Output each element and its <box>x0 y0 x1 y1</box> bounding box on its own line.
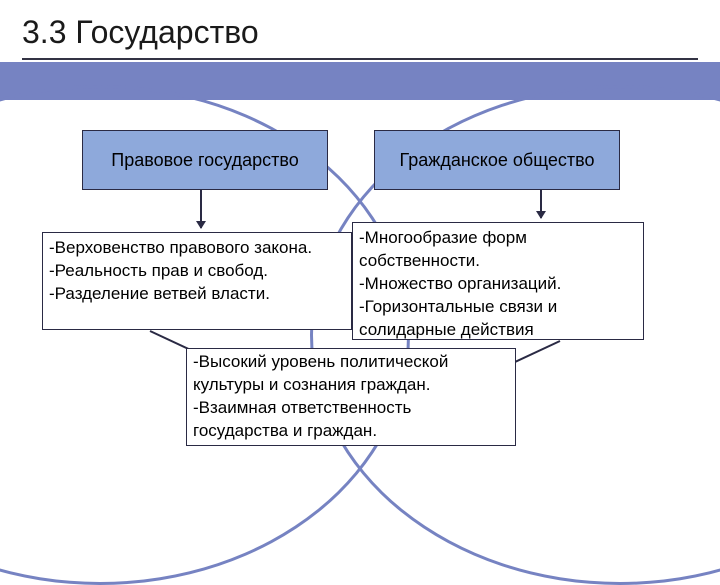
header-underline <box>22 58 698 60</box>
box-rule-of-law-state: Правовое государство <box>82 130 328 190</box>
left-line-1: -Верховенство правового закона. <box>49 237 345 260</box>
right-line-4: -Горизонтальные связи и <box>359 296 637 319</box>
slide-title: 3.3 Государство <box>22 14 259 51</box>
box-left-features: -Верховенство правового закона. -Реально… <box>42 232 352 330</box>
label-civil-society: Гражданское общество <box>400 148 595 172</box>
box-civil-society: Гражданское общество <box>374 130 620 190</box>
bottom-line-2: культуры и сознания граждан. <box>193 374 509 397</box>
label-rule-of-law: Правовое государство <box>111 148 298 172</box>
left-line-3: -Разделение ветвей власти. <box>49 283 345 306</box>
right-line-5: солидарные действия <box>359 319 637 342</box>
right-line-2: собственности. <box>359 250 637 273</box>
bottom-line-4: государства и граждан. <box>193 420 509 443</box>
right-line-3: -Множество организаций. <box>359 273 637 296</box>
right-line-1: -Многообразие форм <box>359 227 637 250</box>
bottom-line-3: -Взаимная ответственность <box>193 397 509 420</box>
arrow-right <box>540 190 542 218</box>
box-shared-features: -Высокий уровень политической культуры и… <box>186 348 516 446</box>
arrow-left <box>200 190 202 228</box>
bottom-line-1: -Высокий уровень политической <box>193 351 509 374</box>
box-right-features: -Многообразие форм собственности. -Множе… <box>352 222 644 340</box>
left-line-2: -Реальность прав и свобод. <box>49 260 345 283</box>
